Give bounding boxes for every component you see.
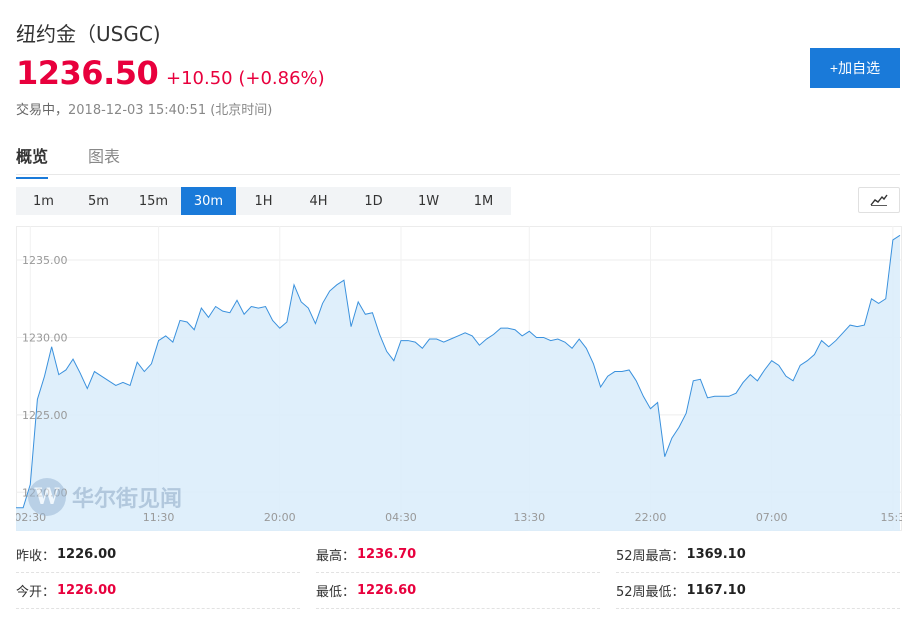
add-watchlist-button[interactable]: +加自选 bbox=[810, 48, 900, 88]
y-tick-label: 1235.00 bbox=[22, 254, 68, 267]
period-30m[interactable]: 30m bbox=[181, 187, 236, 215]
stat-label: 最低： bbox=[316, 585, 356, 600]
period-selector: 1m 5m 15m 30m 1H 4H 1D 1W 1M bbox=[16, 187, 511, 215]
stat-label: 52周最低： bbox=[616, 585, 685, 600]
view-tabs: 概览 图表 bbox=[16, 133, 900, 179]
period-4h[interactable]: 4H bbox=[309, 193, 328, 209]
stat-value: 1369.10 bbox=[686, 547, 746, 562]
price-area-fill bbox=[16, 235, 900, 531]
tab-overview[interactable]: 概览 bbox=[16, 143, 49, 179]
stat-52w-low: 52周最低： 1167.10 bbox=[616, 573, 900, 609]
period-5m[interactable]: 5m bbox=[88, 193, 109, 209]
y-tick-label: 1230.00 bbox=[22, 331, 68, 344]
stat-value: 1236.70 bbox=[357, 547, 417, 562]
y-tick-label: 1225.00 bbox=[22, 409, 68, 422]
quote-timestamp: 2018-12-03 15:40:51 (北京时间) bbox=[68, 103, 273, 118]
stat-value: 1167.10 bbox=[686, 583, 746, 598]
stat-value: 1226.00 bbox=[57, 583, 117, 598]
x-tick-label: 04:30 bbox=[385, 511, 417, 524]
stat-open: 今开： 1226.00 bbox=[16, 573, 300, 609]
chart-type-button[interactable] bbox=[858, 187, 900, 213]
x-tick-label: 13:30 bbox=[513, 511, 545, 524]
watermark-text: 华尔街见闻 bbox=[72, 486, 183, 512]
x-tick-label: 15:3 bbox=[881, 511, 902, 524]
stat-label: 今开： bbox=[16, 585, 56, 600]
period-1h[interactable]: 1H bbox=[254, 193, 273, 209]
price-change: +10.50 (+0.86%) bbox=[166, 68, 325, 89]
stat-prev-close: 昨收： 1226.00 bbox=[16, 537, 300, 573]
tab-chart[interactable]: 图表 bbox=[88, 147, 121, 166]
watermark: W 华尔街见闻 bbox=[28, 478, 182, 516]
stat-label: 最高： bbox=[316, 549, 356, 564]
trading-status: 交易中，2018-12-03 15:40:51 (北京时间) bbox=[16, 99, 272, 118]
x-tick-label: 22:00 bbox=[635, 511, 667, 524]
period-1d[interactable]: 1D bbox=[364, 193, 383, 209]
stat-value: 1226.00 bbox=[57, 547, 117, 562]
x-tick-label: 11:30 bbox=[143, 511, 175, 524]
x-tick-label: 20:00 bbox=[264, 511, 296, 524]
stat-low: 最低： 1226.60 bbox=[316, 573, 600, 609]
instrument-title: 纽约金（USGC) bbox=[16, 22, 161, 46]
stat-label: 昨收： bbox=[16, 549, 56, 564]
period-15m[interactable]: 15m bbox=[138, 193, 169, 209]
stat-value: 1226.60 bbox=[357, 583, 417, 598]
stat-label: 52周最高： bbox=[616, 549, 685, 564]
period-1w[interactable]: 1W bbox=[417, 193, 440, 209]
period-1mo[interactable]: 1M bbox=[473, 193, 494, 209]
watermark-logo: W bbox=[28, 478, 66, 516]
price-line bbox=[16, 234, 901, 509]
stat-52w-high: 52周最高： 1369.10 bbox=[616, 537, 900, 573]
x-tick-label: 07:00 bbox=[756, 511, 788, 524]
line-chart-icon bbox=[870, 194, 888, 206]
price-chart[interactable]: 1220.001225.001230.001235.0002:3011:3020… bbox=[16, 226, 902, 531]
stat-high: 最高： 1236.70 bbox=[316, 537, 600, 573]
period-1m[interactable]: 1m bbox=[33, 193, 54, 209]
price-chart-svg: 1220.001225.001230.001235.0002:3011:3020… bbox=[16, 226, 902, 531]
current-price: 1236.50 bbox=[16, 54, 159, 92]
status-label: 交易中， bbox=[16, 103, 69, 118]
